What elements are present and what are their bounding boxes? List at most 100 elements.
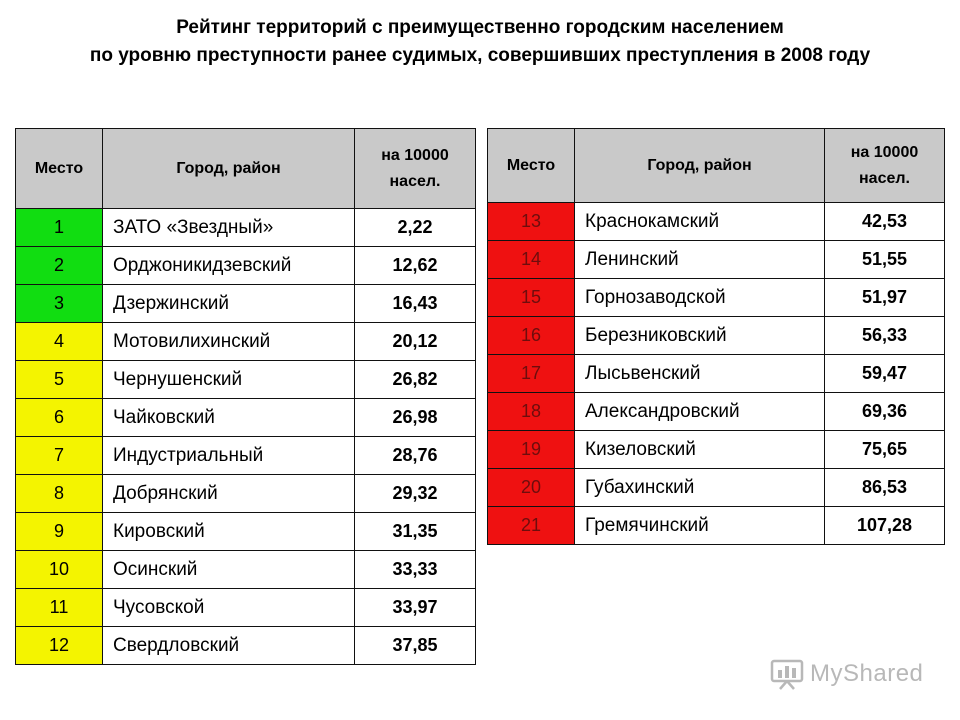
table-header-row: Место Город, район на 10000 насел. xyxy=(15,128,476,209)
table-row: 19 Кизеловский 75,65 xyxy=(487,430,945,469)
city-cell: Кизеловский xyxy=(574,430,825,469)
value-cell: 26,82 xyxy=(354,360,476,399)
place-cell: 3 xyxy=(15,284,103,323)
city-cell: Мотовилихинский xyxy=(102,322,355,361)
table-row: 21 Гремячинский 107,28 xyxy=(487,506,945,545)
city-cell: Чернушенский xyxy=(102,360,355,399)
table-row: 16 Березниковский 56,33 xyxy=(487,316,945,355)
value-cell: 75,65 xyxy=(824,430,945,469)
header-value-line-1: на 10000 xyxy=(381,146,449,164)
header-value-line-2: насел. xyxy=(389,172,441,190)
title-line-1: Рейтинг территорий с преимущественно гор… xyxy=(176,17,784,38)
table-row: 20 Губахинский 86,53 xyxy=(487,468,945,507)
city-cell: Горнозаводской xyxy=(574,278,825,317)
value-cell: 42,53 xyxy=(824,202,945,241)
value-cell: 16,43 xyxy=(354,284,476,323)
table-row: 6 Чайковский 26,98 xyxy=(15,398,476,437)
value-cell: 2,22 xyxy=(354,208,476,247)
place-cell: 7 xyxy=(15,436,103,475)
table-row: 1 ЗАТО «Звездный» 2,22 xyxy=(15,208,476,247)
value-cell: 56,33 xyxy=(824,316,945,355)
header-value-line-2: насел. xyxy=(859,169,910,187)
table-row: 4 Мотовилихинский 20,12 xyxy=(15,322,476,361)
table-row: 8 Добрянский 29,32 xyxy=(15,474,476,513)
value-cell: 33,97 xyxy=(354,588,476,627)
table-row: 13 Краснокамский 42,53 xyxy=(487,202,945,241)
value-cell: 31,35 xyxy=(354,512,476,551)
city-cell: Кировский xyxy=(102,512,355,551)
place-cell: 8 xyxy=(15,474,103,513)
place-cell: 12 xyxy=(15,626,103,665)
value-cell: 33,33 xyxy=(354,550,476,589)
place-cell: 20 xyxy=(487,468,575,507)
city-cell: Орджоникидзевский xyxy=(102,246,355,285)
table-row: 14 Ленинский 51,55 xyxy=(487,240,945,279)
value-cell: 59,47 xyxy=(824,354,945,393)
table-header-row: Место Город, район на 10000 насел. xyxy=(487,128,945,203)
table-row: 17 Лысьвенский 59,47 xyxy=(487,354,945,393)
city-cell: Александровский xyxy=(574,392,825,431)
header-value-line-1: на 10000 xyxy=(850,143,919,161)
city-cell: Гремячинский xyxy=(574,506,825,545)
city-cell: Губахинский xyxy=(574,468,825,507)
place-cell: 13 xyxy=(487,202,575,241)
watermark: MyShared xyxy=(770,656,923,692)
page-title: Рейтинг территорий с преимущественно гор… xyxy=(0,14,960,70)
table-row: 3 Дзержинский 16,43 xyxy=(15,284,476,323)
place-cell: 17 xyxy=(487,354,575,393)
value-cell: 107,28 xyxy=(824,506,945,545)
value-cell: 86,53 xyxy=(824,468,945,507)
table-row: 11 Чусовской 33,97 xyxy=(15,588,476,627)
city-cell: Добрянский xyxy=(102,474,355,513)
header-place: Место xyxy=(15,128,103,209)
city-cell: Дзержинский xyxy=(102,284,355,323)
table-row: 10 Осинский 33,33 xyxy=(15,550,476,589)
value-cell: 28,76 xyxy=(354,436,476,475)
place-cell: 10 xyxy=(15,550,103,589)
table-row: 5 Чернушенский 26,82 xyxy=(15,360,476,399)
place-cell: 5 xyxy=(15,360,103,399)
city-cell: Березниковский xyxy=(574,316,825,355)
table-row: 7 Индустриальный 28,76 xyxy=(15,436,476,475)
place-cell: 1 xyxy=(15,208,103,247)
value-cell: 29,32 xyxy=(354,474,476,513)
city-cell: Ленинский xyxy=(574,240,825,279)
table-row: 18 Александровский 69,36 xyxy=(487,392,945,431)
header-city: Город, район xyxy=(574,128,825,203)
value-cell: 26,98 xyxy=(354,398,476,437)
presentation-board-icon xyxy=(770,659,804,690)
table-row: 15 Горнозаводской 51,97 xyxy=(487,278,945,317)
header-value: на 10000 насел. xyxy=(824,128,945,203)
city-cell: Свердловский xyxy=(102,626,355,665)
city-cell: Чусовской xyxy=(102,588,355,627)
place-cell: 16 xyxy=(487,316,575,355)
place-cell: 15 xyxy=(487,278,575,317)
value-cell: 20,12 xyxy=(354,322,476,361)
city-cell: Лысьвенский xyxy=(574,354,825,393)
value-cell: 12,62 xyxy=(354,246,476,285)
place-cell: 6 xyxy=(15,398,103,437)
table-row: 2 Орджоникидзевский 12,62 xyxy=(15,246,476,285)
place-cell: 18 xyxy=(487,392,575,431)
table-row: 12 Свердловский 37,85 xyxy=(15,626,476,665)
city-cell: Краснокамский xyxy=(574,202,825,241)
header-city: Город, район xyxy=(102,128,355,209)
header-value: на 10000 насел. xyxy=(354,128,476,209)
city-cell: Индустриальный xyxy=(102,436,355,475)
city-cell: Осинский xyxy=(102,550,355,589)
place-cell: 21 xyxy=(487,506,575,545)
ranking-table-left: Место Город, район на 10000 насел. 1 ЗАТО… xyxy=(15,128,476,665)
header-place: Место xyxy=(487,128,575,203)
watermark-text: MyShared xyxy=(810,660,924,687)
city-cell: Чайковский xyxy=(102,398,355,437)
place-cell: 19 xyxy=(487,430,575,469)
value-cell: 51,97 xyxy=(824,278,945,317)
value-cell: 51,55 xyxy=(824,240,945,279)
title-line-2: по уровню преступности ранее судимых, со… xyxy=(89,45,871,66)
city-cell: ЗАТО «Звездный» xyxy=(102,208,355,247)
place-cell: 14 xyxy=(487,240,575,279)
place-cell: 2 xyxy=(15,246,103,285)
value-cell: 37,85 xyxy=(354,626,476,665)
place-cell: 4 xyxy=(15,322,103,361)
ranking-table-right: Место Город, район на 10000 насел. 13 Кра… xyxy=(487,128,945,545)
